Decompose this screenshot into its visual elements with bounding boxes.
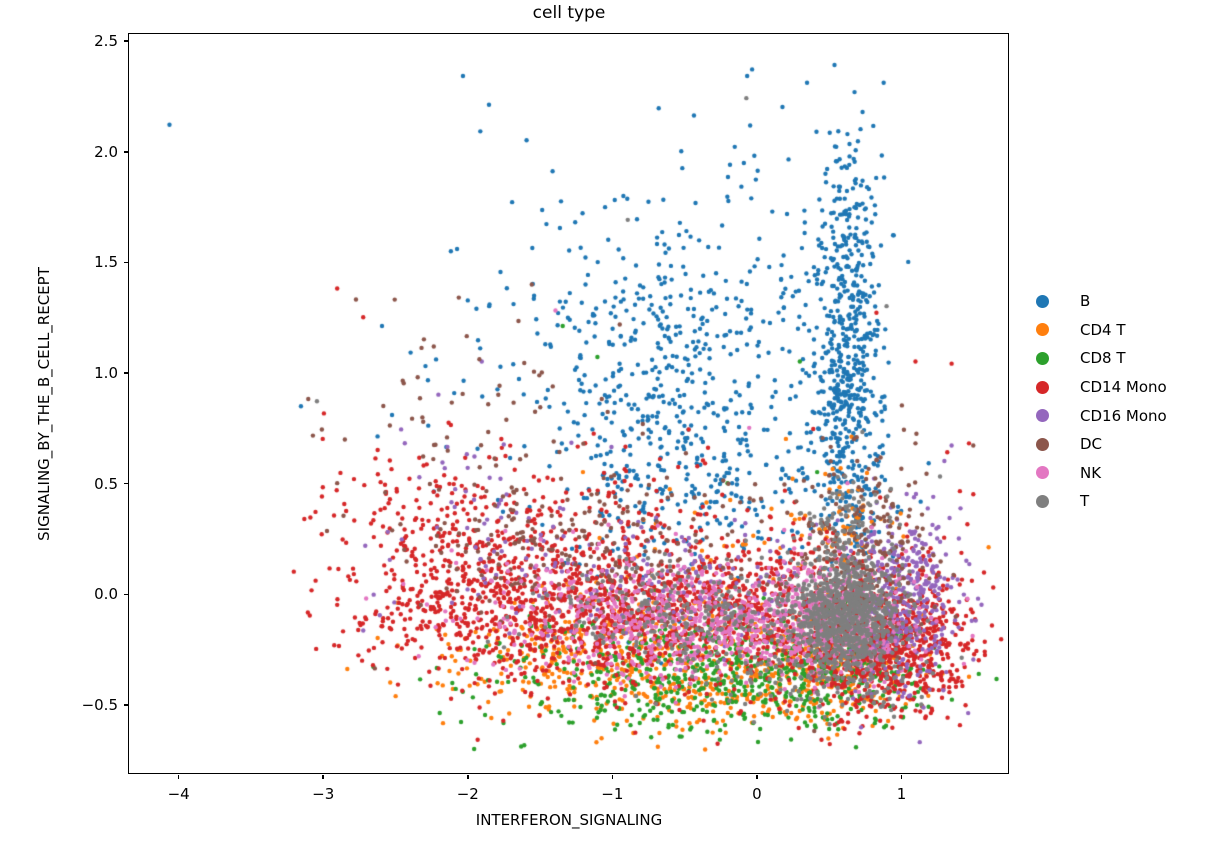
y-tick-label: −0.5 <box>81 695 118 714</box>
legend-swatch <box>1036 437 1049 451</box>
legend-label: NK <box>1080 463 1102 482</box>
x-tick-mark <box>467 775 469 779</box>
legend-swatch <box>1036 409 1049 423</box>
x-axis-label: INTERFERON_SIGNALING <box>475 811 663 829</box>
legend-item: NK <box>1036 459 1167 488</box>
legend-label: T <box>1080 492 1090 511</box>
x-tick-label: 0 <box>752 785 762 803</box>
y-tick-mark <box>124 151 128 153</box>
y-tick-label: 2.5 <box>94 32 118 51</box>
legend-item: CD16 Mono <box>1036 401 1167 430</box>
x-tick-label: −2 <box>456 785 479 803</box>
x-tick-label: −1 <box>601 785 624 803</box>
legend-item: T <box>1036 487 1167 516</box>
legend-item: B <box>1036 287 1167 316</box>
legend-swatch <box>1036 351 1049 365</box>
legend-label: B <box>1080 292 1091 311</box>
x-tick-mark <box>756 775 758 779</box>
legend: B CD4 T CD8 T CD14 Mono CD16 Mono DC NK T <box>1036 287 1167 516</box>
legend-label: CD16 Mono <box>1080 406 1167 425</box>
legend-swatch <box>1036 380 1049 394</box>
y-tick-label: 1.0 <box>94 364 118 383</box>
y-tick-mark <box>124 593 128 596</box>
plot-area <box>128 33 1009 774</box>
y-axis-label: SIGNALING_BY_THE_B_CELL_RECEPT <box>35 267 53 541</box>
legend-swatch <box>1036 494 1049 508</box>
x-tick-mark <box>177 775 180 779</box>
x-tick-label: 1 <box>896 785 907 803</box>
legend-label: CD8 T <box>1080 349 1126 368</box>
chart-title: cell type <box>532 3 606 23</box>
x-tick-mark <box>611 775 614 779</box>
legend-label: CD14 Mono <box>1080 378 1167 397</box>
x-tick-label: −4 <box>167 785 190 803</box>
y-tick-label: 1.5 <box>94 253 118 272</box>
scatter-points-canvas <box>129 34 1008 773</box>
legend-swatch <box>1036 466 1049 480</box>
legend-label: CD4 T <box>1080 320 1126 339</box>
y-tick-mark <box>124 482 128 485</box>
y-tick-label: 2.0 <box>94 142 118 161</box>
x-tick-label: −3 <box>312 785 335 803</box>
y-tick-mark <box>124 372 128 374</box>
y-tick-label: 0.0 <box>94 585 118 604</box>
y-tick-label: 0.5 <box>94 474 118 493</box>
legend-swatch <box>1036 323 1049 337</box>
legend-swatch <box>1036 294 1049 308</box>
legend-item: CD14 Mono <box>1036 373 1167 402</box>
legend-label: DC <box>1080 435 1103 454</box>
x-tick-mark <box>322 775 324 779</box>
legend-item: CD8 T <box>1036 344 1167 373</box>
x-tick-mark <box>900 775 903 779</box>
legend-item: DC <box>1036 430 1167 459</box>
y-tick-mark <box>124 704 128 706</box>
legend-item: CD4 T <box>1036 316 1167 345</box>
y-tick-mark <box>124 40 128 42</box>
y-tick-mark <box>124 261 128 264</box>
